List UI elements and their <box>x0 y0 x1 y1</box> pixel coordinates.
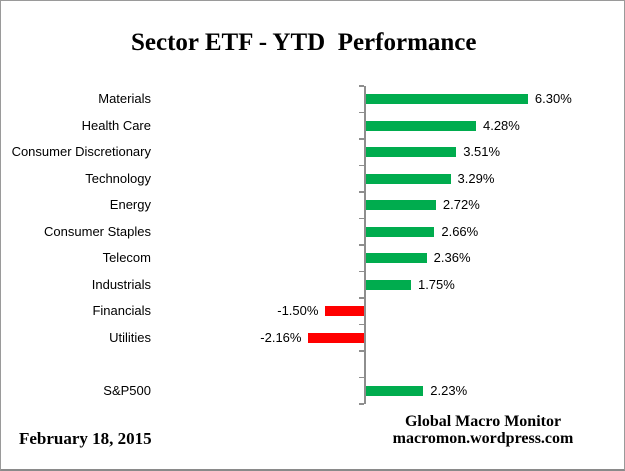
category-label-energy: Energy <box>109 197 151 212</box>
footer-date: February 18, 2015 <box>19 429 152 448</box>
chart-title: Sector ETF - YTD Performance <box>131 29 477 56</box>
axis-tick <box>359 244 364 246</box>
axis-tick <box>359 270 364 273</box>
value-label-telecom: 2.36% <box>433 250 471 265</box>
axis-tick <box>359 138 364 140</box>
axis-tick <box>359 191 364 193</box>
bar-industrials <box>366 279 411 290</box>
axis-tick <box>359 403 364 405</box>
value-label-financials: -1.50% <box>277 303 319 318</box>
bar-health-care <box>366 120 476 131</box>
value-label-industrials: 1.75% <box>417 276 455 292</box>
axis-tick <box>359 376 364 379</box>
category-label-materials: Materials <box>98 91 151 106</box>
value-label-utilities: -2.16% <box>260 329 302 345</box>
value-label-technology: 3.29% <box>457 170 495 186</box>
bar-telecom <box>366 253 427 264</box>
axis-tick <box>359 217 364 220</box>
axis-tick <box>359 297 364 299</box>
bar-consumer-discretionary <box>366 147 457 158</box>
value-label-consumer-staples: 2.66% <box>441 223 479 239</box>
value-label-energy: 2.72% <box>442 197 480 212</box>
value-label-s-p500: 2.23% <box>430 382 468 398</box>
category-label-s-p500: S&P500 <box>103 382 151 398</box>
bar-technology <box>366 173 451 184</box>
value-label-consumer-discretionary: 3.51% <box>463 144 501 159</box>
category-label-technology: Technology <box>85 170 151 186</box>
category-label-consumer-staples: Consumer Staples <box>44 223 151 239</box>
axis-tick <box>359 85 364 87</box>
bar-utilities <box>308 332 364 343</box>
axis-tick <box>359 350 364 352</box>
axis-tick <box>359 111 364 114</box>
value-axis-line <box>364 86 366 404</box>
value-label-materials: 6.30% <box>534 91 572 106</box>
attribution-url: macromon.wordpress.com <box>392 430 574 447</box>
bar-materials <box>366 94 528 105</box>
category-label-telecom: Telecom <box>102 250 151 265</box>
category-label-utilities: Utilities <box>109 329 151 345</box>
value-label-health-care: 4.28% <box>482 117 520 133</box>
category-label-health-care: Health Care <box>81 117 151 133</box>
bar-s-p500 <box>366 385 424 396</box>
bar-consumer-staples <box>366 226 435 237</box>
category-label-consumer-discretionary: Consumer Discretionary <box>11 144 151 159</box>
axis-tick <box>359 164 364 167</box>
attribution: Global Macro Monitor macromon.wordpress.… <box>373 413 593 447</box>
category-label-financials: Financials <box>92 303 151 318</box>
bar-energy <box>366 200 436 211</box>
bar-financials <box>325 306 364 317</box>
axis-tick <box>359 323 364 326</box>
attribution-source: Global Macro Monitor <box>404 413 562 430</box>
category-label-industrials: Industrials <box>91 276 151 292</box>
